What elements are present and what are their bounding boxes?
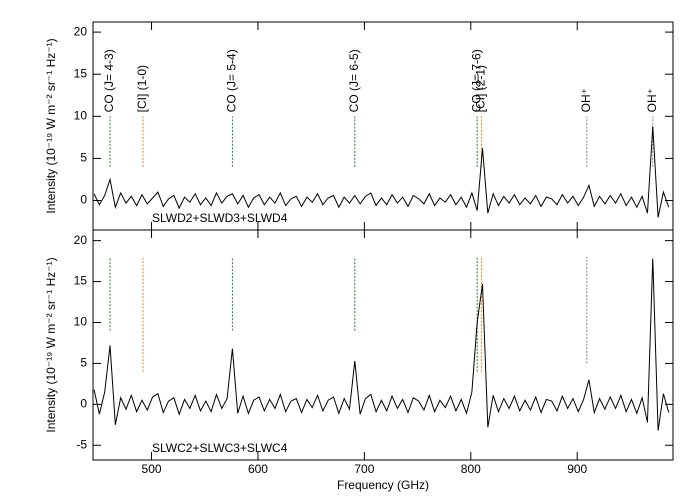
marker-label: CO (J= 7-6) <box>469 49 483 112</box>
x-tick-label: 600 <box>248 462 268 476</box>
y-tick-label: 0 <box>80 397 87 411</box>
spectrum-line <box>93 258 670 431</box>
marker-label: [CI] (1-0) <box>135 65 149 112</box>
y-tick-label: 15 <box>74 274 88 288</box>
marker-label: CO (J= 5-4) <box>225 49 239 112</box>
panel-annotation: SLWD2+SLWD3+SLWD4 <box>152 211 288 225</box>
marker-label: CO (J= 6-5) <box>347 49 361 112</box>
y-tick-label: 0 <box>80 193 87 207</box>
y-tick-label: 10 <box>74 315 88 329</box>
plot-frame <box>92 229 674 461</box>
y-tick-label: 15 <box>74 66 88 80</box>
marker-label: [CI] (2-1) <box>474 65 488 112</box>
y-tick-label: 5 <box>80 356 87 370</box>
y-axis-label: Intensity (10⁻¹⁹ W m⁻² sr⁻¹ Hz⁻¹) <box>44 257 58 432</box>
y-tick-label: 5 <box>80 151 87 165</box>
spectrum-line <box>93 126 670 218</box>
plot-frame <box>92 21 674 231</box>
x-tick-label: 900 <box>567 462 587 476</box>
x-tick-label: 800 <box>461 462 481 476</box>
y-tick-label: 10 <box>74 108 88 122</box>
panel-annotation: SLWC2+SLWC3+SLWC4 <box>152 441 288 455</box>
y-tick-label: -5 <box>76 437 87 451</box>
y-tick-label: 20 <box>74 233 88 247</box>
x-axis-label: Frequency (GHz) <box>337 478 429 492</box>
marker-label: OH⁺ <box>579 88 593 112</box>
x-tick-label: 700 <box>354 462 374 476</box>
x-tick-label: 500 <box>142 462 162 476</box>
marker-label: OH⁺ <box>645 88 659 112</box>
y-axis-label: Intensity (10⁻¹⁹ W m⁻² sr⁻¹ Hz⁻¹) <box>44 38 58 213</box>
y-tick-label: 20 <box>74 24 88 38</box>
marker-label: CO (J= 4-3) <box>102 49 116 112</box>
